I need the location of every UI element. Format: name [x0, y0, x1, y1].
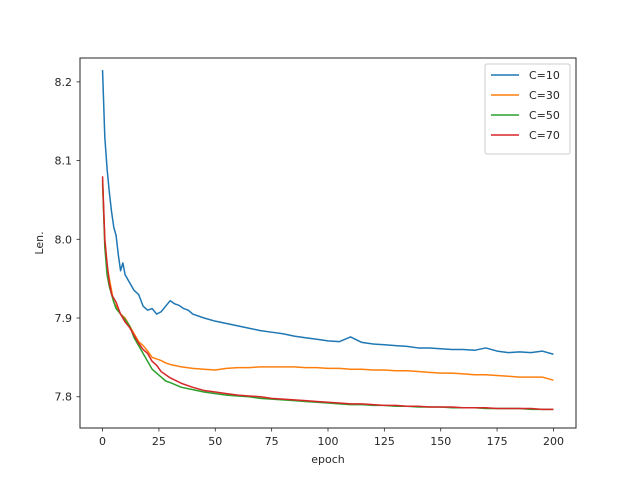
y-tick-label: 8.0	[55, 233, 73, 246]
y-tick-label: 7.8	[55, 391, 73, 404]
legend-label: C=50	[529, 109, 560, 122]
x-tick-label: 50	[208, 435, 222, 448]
x-tick-label: 200	[543, 435, 564, 448]
legend: C=10 C=30 C=50 C=70	[484, 63, 571, 155]
legend-box	[484, 63, 571, 155]
y-tick-label: 8.2	[55, 76, 73, 89]
x-tick-label: 75	[265, 435, 279, 448]
series-line-1	[101, 70, 554, 355]
legend-label: C=30	[529, 89, 560, 102]
x-tick-label: 100	[318, 435, 339, 448]
x-axis-label: epoch	[311, 453, 345, 466]
x-tick-label: 25	[152, 435, 166, 448]
y-axis-ticks: 7.8 7.9 8.0 8.1 8.2	[55, 76, 80, 404]
series-line-4	[101, 176, 554, 411]
x-tick-label: 150	[430, 435, 451, 448]
legend-label: C=70	[529, 129, 560, 142]
x-tick-label: 175	[487, 435, 508, 448]
y-axis-label: Len.	[33, 231, 46, 254]
y-tick-label: 8.1	[55, 155, 73, 168]
x-axis-ticks: 0 25 50 75 100 125 150 175 200	[99, 428, 564, 448]
series-layer	[101, 70, 554, 411]
x-tick-label: 125	[374, 435, 395, 448]
y-tick-label: 7.9	[55, 312, 73, 325]
x-tick-label: 0	[99, 435, 106, 448]
series-line-2	[101, 184, 554, 381]
legend-label: C=10	[529, 69, 560, 82]
